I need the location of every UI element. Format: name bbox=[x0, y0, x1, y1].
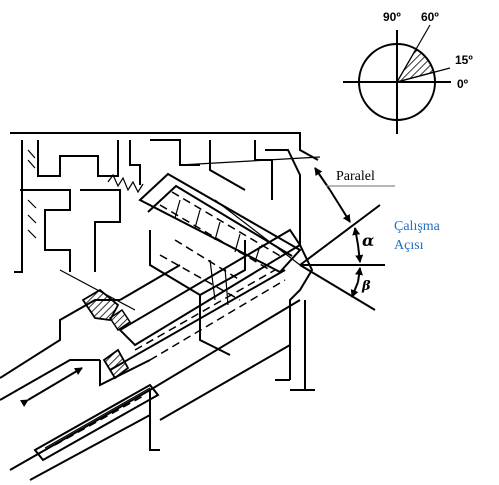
alpha-arrow-down bbox=[355, 244, 364, 263]
housing-top-wall bbox=[10, 132, 319, 161]
beta-arrow-up bbox=[355, 267, 363, 283]
gauge-label-90: 90º bbox=[383, 10, 401, 24]
angle-gauge: 90º 60º 15º 0º bbox=[343, 10, 473, 134]
hatched-clamp-upper bbox=[81, 288, 120, 321]
bottom-rod bbox=[33, 383, 160, 462]
machine-housing bbox=[0, 132, 319, 481]
working-angle-label-line2: Açısı bbox=[394, 238, 424, 253]
working-angle-ray-alpha bbox=[299, 204, 381, 266]
gauge-label-15: 15º bbox=[455, 53, 473, 67]
alpha-arrow-up bbox=[352, 227, 361, 246]
hatched-clamp-lower bbox=[102, 348, 130, 380]
working-angle-ray-beta bbox=[299, 264, 376, 311]
alpha-symbol: α bbox=[362, 231, 374, 250]
lower-guide-rail bbox=[118, 228, 302, 347]
paralel-label: Paralel bbox=[336, 169, 375, 184]
gauge-15-line bbox=[396, 67, 451, 83]
beta-arrow-down bbox=[350, 281, 359, 298]
spindle-assembly bbox=[33, 172, 302, 462]
blade-axis-line bbox=[214, 199, 301, 266]
paralel-arrow bbox=[329, 189, 351, 223]
gauge-label-0: 0º bbox=[457, 77, 469, 91]
tension-spring bbox=[107, 173, 144, 194]
hatched-pivot bbox=[108, 308, 132, 332]
feed-line bbox=[59, 269, 136, 311]
gauge-60-line bbox=[396, 24, 431, 83]
housing-right-side bbox=[265, 149, 314, 380]
double-arrow-left bbox=[19, 367, 83, 408]
working-angle-label-line1: Çalışma bbox=[394, 219, 441, 234]
gauge-label-60: 60º bbox=[421, 10, 439, 24]
parallel-reference-line bbox=[179, 156, 321, 166]
beta-symbol: β bbox=[361, 279, 371, 294]
paralel-arrow-up bbox=[314, 167, 331, 191]
